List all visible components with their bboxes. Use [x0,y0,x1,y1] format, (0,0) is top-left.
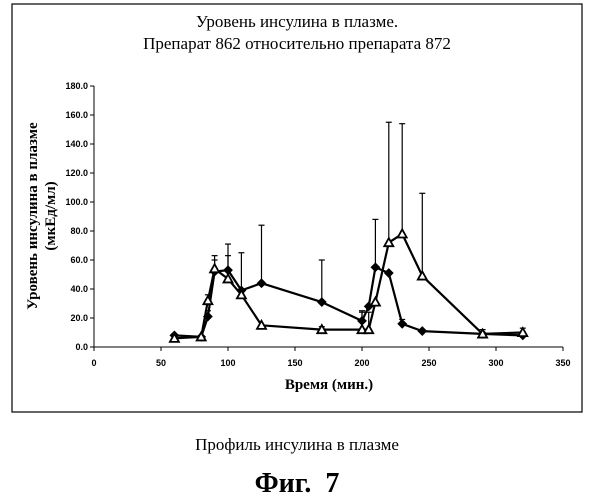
series-line-diamond [174,266,523,338]
data-point-diamond [316,297,327,307]
data-point-triangle [396,227,409,239]
y-tick-label: 160.0 [65,110,88,120]
y-tick-label: 180.0 [65,81,88,91]
series-diamond [169,218,528,342]
y-tick-label: 120.0 [65,168,88,178]
x-tick-label: 250 [421,358,436,368]
x-tick-label: 300 [488,358,503,368]
chart-axes: 0.0 20.0 40.0 60.0 80.0 100.0 120.0 140.0 160.0 1… [65,81,570,368]
y-tick-label: 0.0 [75,342,88,352]
data-point-triangle [315,323,328,335]
data-point-triangle [382,236,395,248]
chart-title-line-2: Препарат 862 относительно препарата 872 [143,34,451,53]
data-point-triangle [195,330,208,342]
series-triangle [168,121,529,343]
figure-label: Фиг. 7 [255,468,340,499]
x-tick-label: 350 [555,358,570,368]
data-point-diamond [397,318,408,329]
data-point-diamond [370,262,381,273]
data-point-triangle [355,323,369,335]
data-point-triangle [476,327,489,339]
y-tick-label: 80.0 [70,226,88,236]
y-tick-label: 140.0 [65,139,88,149]
y-axis-title-line-1: Уровень инсулина в плазме [25,122,41,310]
data-point-diamond [256,278,267,289]
data-point-triangle [362,323,375,335]
data-point-diamond [417,326,428,336]
data-point-triangle [516,326,529,338]
data-point-triangle [208,262,221,274]
y-axis-title: Уровень инсулина в плазме (мкЕд/мл) [25,122,59,310]
x-tick-label: 150 [287,358,302,368]
y-tick-label: 100.0 [65,197,88,207]
data-point-triangle [168,331,181,343]
data-point-diamond [383,268,394,278]
data-point-triangle [369,295,382,307]
data-point-triangle [235,288,248,300]
x-axis-title: Время (мин.) [285,377,373,393]
x-tick-label: 100 [220,358,235,368]
plot-area [168,121,529,343]
chart-frame [11,3,583,413]
y-tick-label: 60.0 [70,255,88,265]
series-line-triangle [174,232,523,340]
data-point-triangle [416,269,429,281]
x-tick-label: 200 [354,358,369,368]
chart-title-line-1: Уровень инсулина в плазме. [196,12,398,31]
data-point-triangle [201,294,214,306]
figure-caption: Профиль инсулина в плазме [195,435,399,454]
x-tick-label: 0 [91,358,96,368]
data-point-triangle [255,318,268,330]
y-tick-label: 40.0 [70,284,88,294]
data-point-triangle [221,272,235,284]
y-tick-label: 20.0 [70,313,88,323]
y-axis-title-line-2: (мкЕд/мл) [43,181,59,250]
x-tick-label: 50 [156,358,166,368]
